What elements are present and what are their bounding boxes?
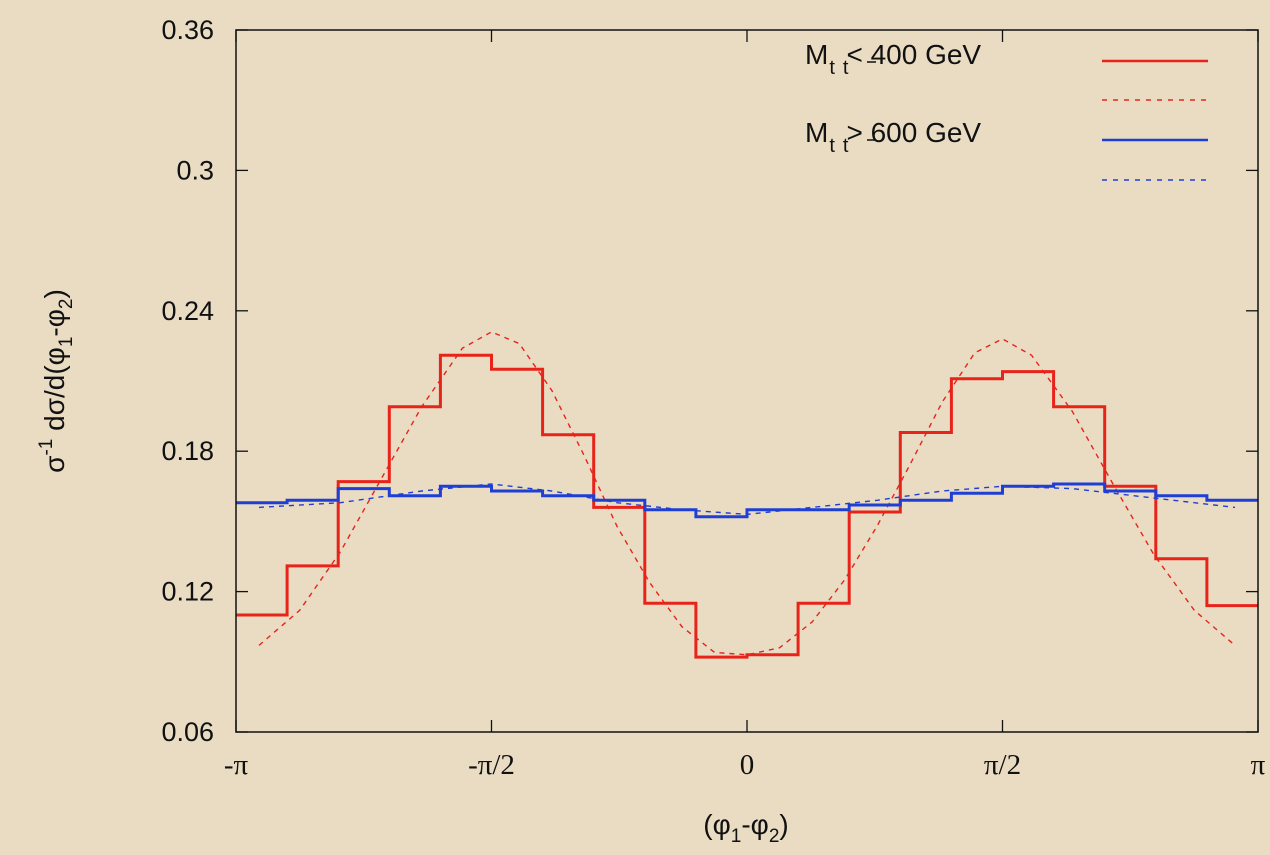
y-tick-label: 0.12 (161, 577, 214, 607)
y-tick-label: 0.18 (161, 436, 214, 466)
x-tick-label: -π (224, 749, 249, 781)
y-tick-label: 0.24 (161, 296, 214, 326)
x-tick-label: 0 (740, 749, 755, 781)
y-tick-label: 0.06 (161, 717, 214, 747)
y-axis-title: σ-1 dσ/d(φ1-φ2) (36, 289, 77, 473)
axis-ticks (235, 29, 1259, 733)
x-tick-label: -π/2 (468, 749, 515, 781)
series-0-step-histogram (236, 353, 1258, 659)
legend-label-high-mass: Mt t> 600 GeV (805, 117, 981, 157)
x-tick-label: π/2 (984, 749, 1021, 781)
x-axis-title: (φ1-φ2) (703, 809, 788, 847)
legend-label-low-mass: Mt t< 400 GeV (805, 39, 981, 79)
x-tick-label: π (1251, 749, 1266, 781)
series-3-dashed-curve (258, 483, 1236, 516)
tick-labels: -π -π/2 0 π/2 π 0.06 0.12 0.18 0.24 0.3 0.36 (161, 15, 1265, 781)
series-1-dashed-curve (258, 331, 1236, 656)
y-tick-label: 0.3 (176, 155, 214, 185)
series-layer (236, 331, 1258, 659)
legend: Mt t< 400 GeV Mt t> 600 GeV (805, 39, 1208, 181)
series-2-step-histogram (236, 482, 1258, 519)
y-tick-label: 0.36 (161, 15, 214, 45)
plot-frame (235, 29, 1259, 733)
